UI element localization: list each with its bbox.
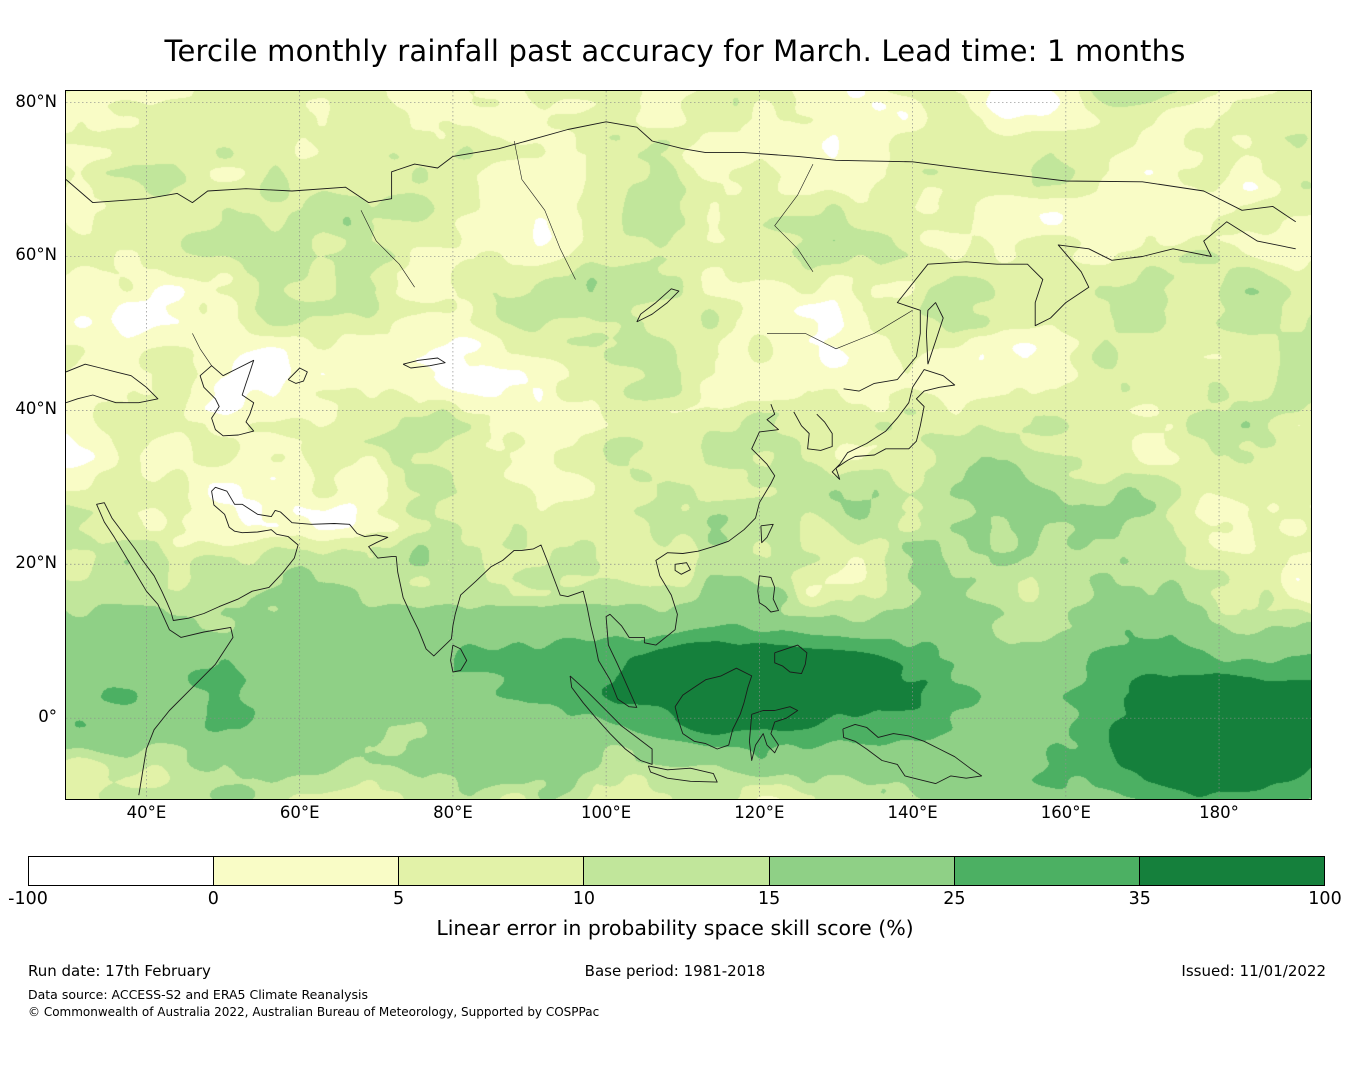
y-tick-label: 40°N: [15, 399, 57, 419]
colorbar-tick-label: 100: [1308, 889, 1342, 909]
colorbar-segment: [1138, 857, 1324, 885]
x-tick-label: 140°E: [887, 803, 938, 822]
colorbar-segment: [583, 857, 769, 885]
colorbar-tick-label: 15: [758, 889, 781, 909]
colorbar-tick-label: 10: [572, 889, 595, 909]
map-figure: 40°E 60°E 80°E 100°E 120°E 140°E 160°E 180° 80°…: [15, 90, 1312, 822]
chart-title: Tercile monthly rainfall past accuracy f…: [164, 34, 1186, 68]
y-tick-label: 80°N: [15, 91, 57, 111]
x-tick-label: 160°E: [1040, 803, 1091, 822]
x-tick-label: 80°E: [433, 803, 473, 822]
colorbar-segment: [953, 857, 1139, 885]
colorbar-segment: [768, 857, 954, 885]
x-tick-label: 120°E: [734, 803, 785, 822]
run-date-text: Run date: 17th February: [28, 962, 211, 980]
colorbar-tick-label: 35: [1128, 889, 1151, 909]
colorbar: [28, 856, 1325, 886]
x-tick-label: 60°E: [279, 803, 320, 822]
data-source-text: Data source: ACCESS-S2 and ERA5 Climate …: [28, 987, 368, 1002]
footer-row: Run date: 17th February Base period: 198…: [0, 962, 1350, 984]
x-tick-label: 40°E: [126, 803, 167, 822]
y-tick-label: 0°: [38, 707, 57, 727]
x-tick-label: 100°E: [581, 803, 632, 822]
x-tick-label: 180°: [1199, 803, 1239, 822]
colorbar-tick-label: 25: [943, 889, 966, 909]
colorbar-label: Linear error in probability space skill …: [436, 916, 914, 940]
colorbar-tick-labels: -100 0 5 10 15 25 35 100: [8, 889, 1342, 913]
copyright-text: © Commonwealth of Australia 2022, Austra…: [28, 1005, 600, 1019]
colorbar-tick-label: 0: [207, 889, 219, 909]
colorbar-segment: [29, 857, 214, 885]
colorbar-tick-label: -100: [8, 889, 48, 909]
colorbar-segment: [398, 857, 584, 885]
skill-score-field-map: [66, 91, 1311, 799]
issued-text: Issued: 11/01/2022: [1181, 962, 1326, 980]
base-period-text: Base period: 1981-2018: [584, 962, 766, 980]
y-tick-label: 20°N: [15, 553, 57, 573]
y-tick-label: 60°N: [15, 245, 57, 265]
colorbar-segment: [213, 857, 399, 885]
colorbar-tick-label: 5: [392, 889, 405, 909]
